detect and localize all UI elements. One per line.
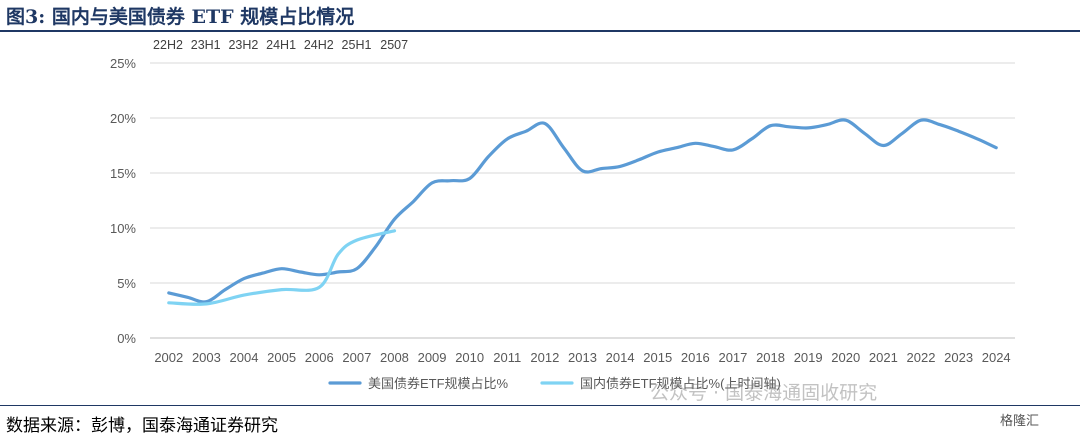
x-tick-label: 2006 — [305, 350, 334, 365]
legend-label: 国内债券ETF规模占比%(上时间轴) — [580, 376, 781, 391]
top-axis-label: 24H2 — [304, 38, 334, 52]
x-tick-label: 2016 — [681, 350, 710, 365]
y-tick-label: 15% — [110, 166, 136, 181]
y-tick-label: 0% — [117, 331, 136, 346]
x-tick-label: 2008 — [380, 350, 409, 365]
x-tick-label: 2015 — [643, 350, 672, 365]
x-tick-label: 2010 — [455, 350, 484, 365]
x-tick-label: 2007 — [342, 350, 371, 365]
watermark-text: 公众号 · 国泰海通固收研究 — [650, 382, 878, 404]
top-axis-label: 2507 — [380, 38, 408, 52]
top-axis-label: 24H1 — [266, 38, 296, 52]
x-tick-label: 2013 — [568, 350, 597, 365]
x-tick-label: 2002 — [154, 350, 183, 365]
y-tick-label: 20% — [110, 111, 136, 126]
top-axis-label: 23H1 — [191, 38, 221, 52]
source-text: 数据来源：彭博，国泰海通证券研究 — [6, 416, 278, 436]
chart: 0%5%10%15%20%25% 2002 2003 2004 2005 2006 200… — [110, 38, 1015, 391]
x-tick-label: 2023 — [944, 350, 973, 365]
watermark-logo: 格隆汇 — [1000, 414, 1040, 429]
x-tick-label: 2011 — [493, 350, 521, 365]
y-tick-label: 10% — [110, 221, 136, 236]
x-tick-label: 2017 — [718, 350, 747, 365]
figure-title: 图3: 国内与美国债券 ETF 规模占比情况 — [6, 6, 355, 28]
x-tick-label: 2018 — [756, 350, 785, 365]
gridlines — [150, 62, 1015, 339]
y-axis-labels: 0% 5% 10% 15% 20% 25% — [110, 56, 136, 346]
top-axis-labels: 22H2 23H1 23H2 24H1 24H2 25H1 2507 — [153, 38, 408, 52]
series-line-us — [167, 118, 998, 304]
series-lines — [167, 118, 998, 306]
x-tick-label: 2024 — [982, 350, 1011, 365]
top-axis-label: 25H1 — [342, 38, 372, 52]
x-tick-label: 2020 — [831, 350, 860, 365]
top-axis-label: 23H2 — [228, 38, 258, 52]
x-tick-label: 2005 — [267, 350, 296, 365]
x-tick-label: 2014 — [606, 350, 635, 365]
x-tick-label: 2004 — [230, 350, 259, 365]
x-axis-labels: 2002 2003 2004 2005 2006 2007 2008 2009 2010 2011… — [154, 350, 1010, 365]
series-line-cn — [167, 229, 397, 306]
x-tick-label: 2012 — [530, 350, 559, 365]
x-tick-label: 2022 — [907, 350, 936, 365]
x-tick-label: 2003 — [192, 350, 221, 365]
x-tick-label: 2021 — [869, 350, 898, 365]
y-tick-label: 25% — [110, 56, 136, 71]
y-tick-label: 5% — [117, 276, 136, 291]
title-bar: 图3: 国内与美国债券 ETF 规模占比情况 — [0, 0, 1080, 32]
legend: 美国债券ETF规模占比% 国内债券ETF规模占比%(上时间轴) — [328, 376, 781, 391]
source-bar: 数据来源：彭博，国泰海通证券研究 — [0, 405, 1080, 438]
top-axis-label: 22H2 — [153, 38, 183, 52]
x-tick-label: 2019 — [794, 350, 823, 365]
legend-label: 美国债券ETF规模占比% — [368, 376, 509, 391]
x-tick-label: 2009 — [418, 350, 447, 365]
